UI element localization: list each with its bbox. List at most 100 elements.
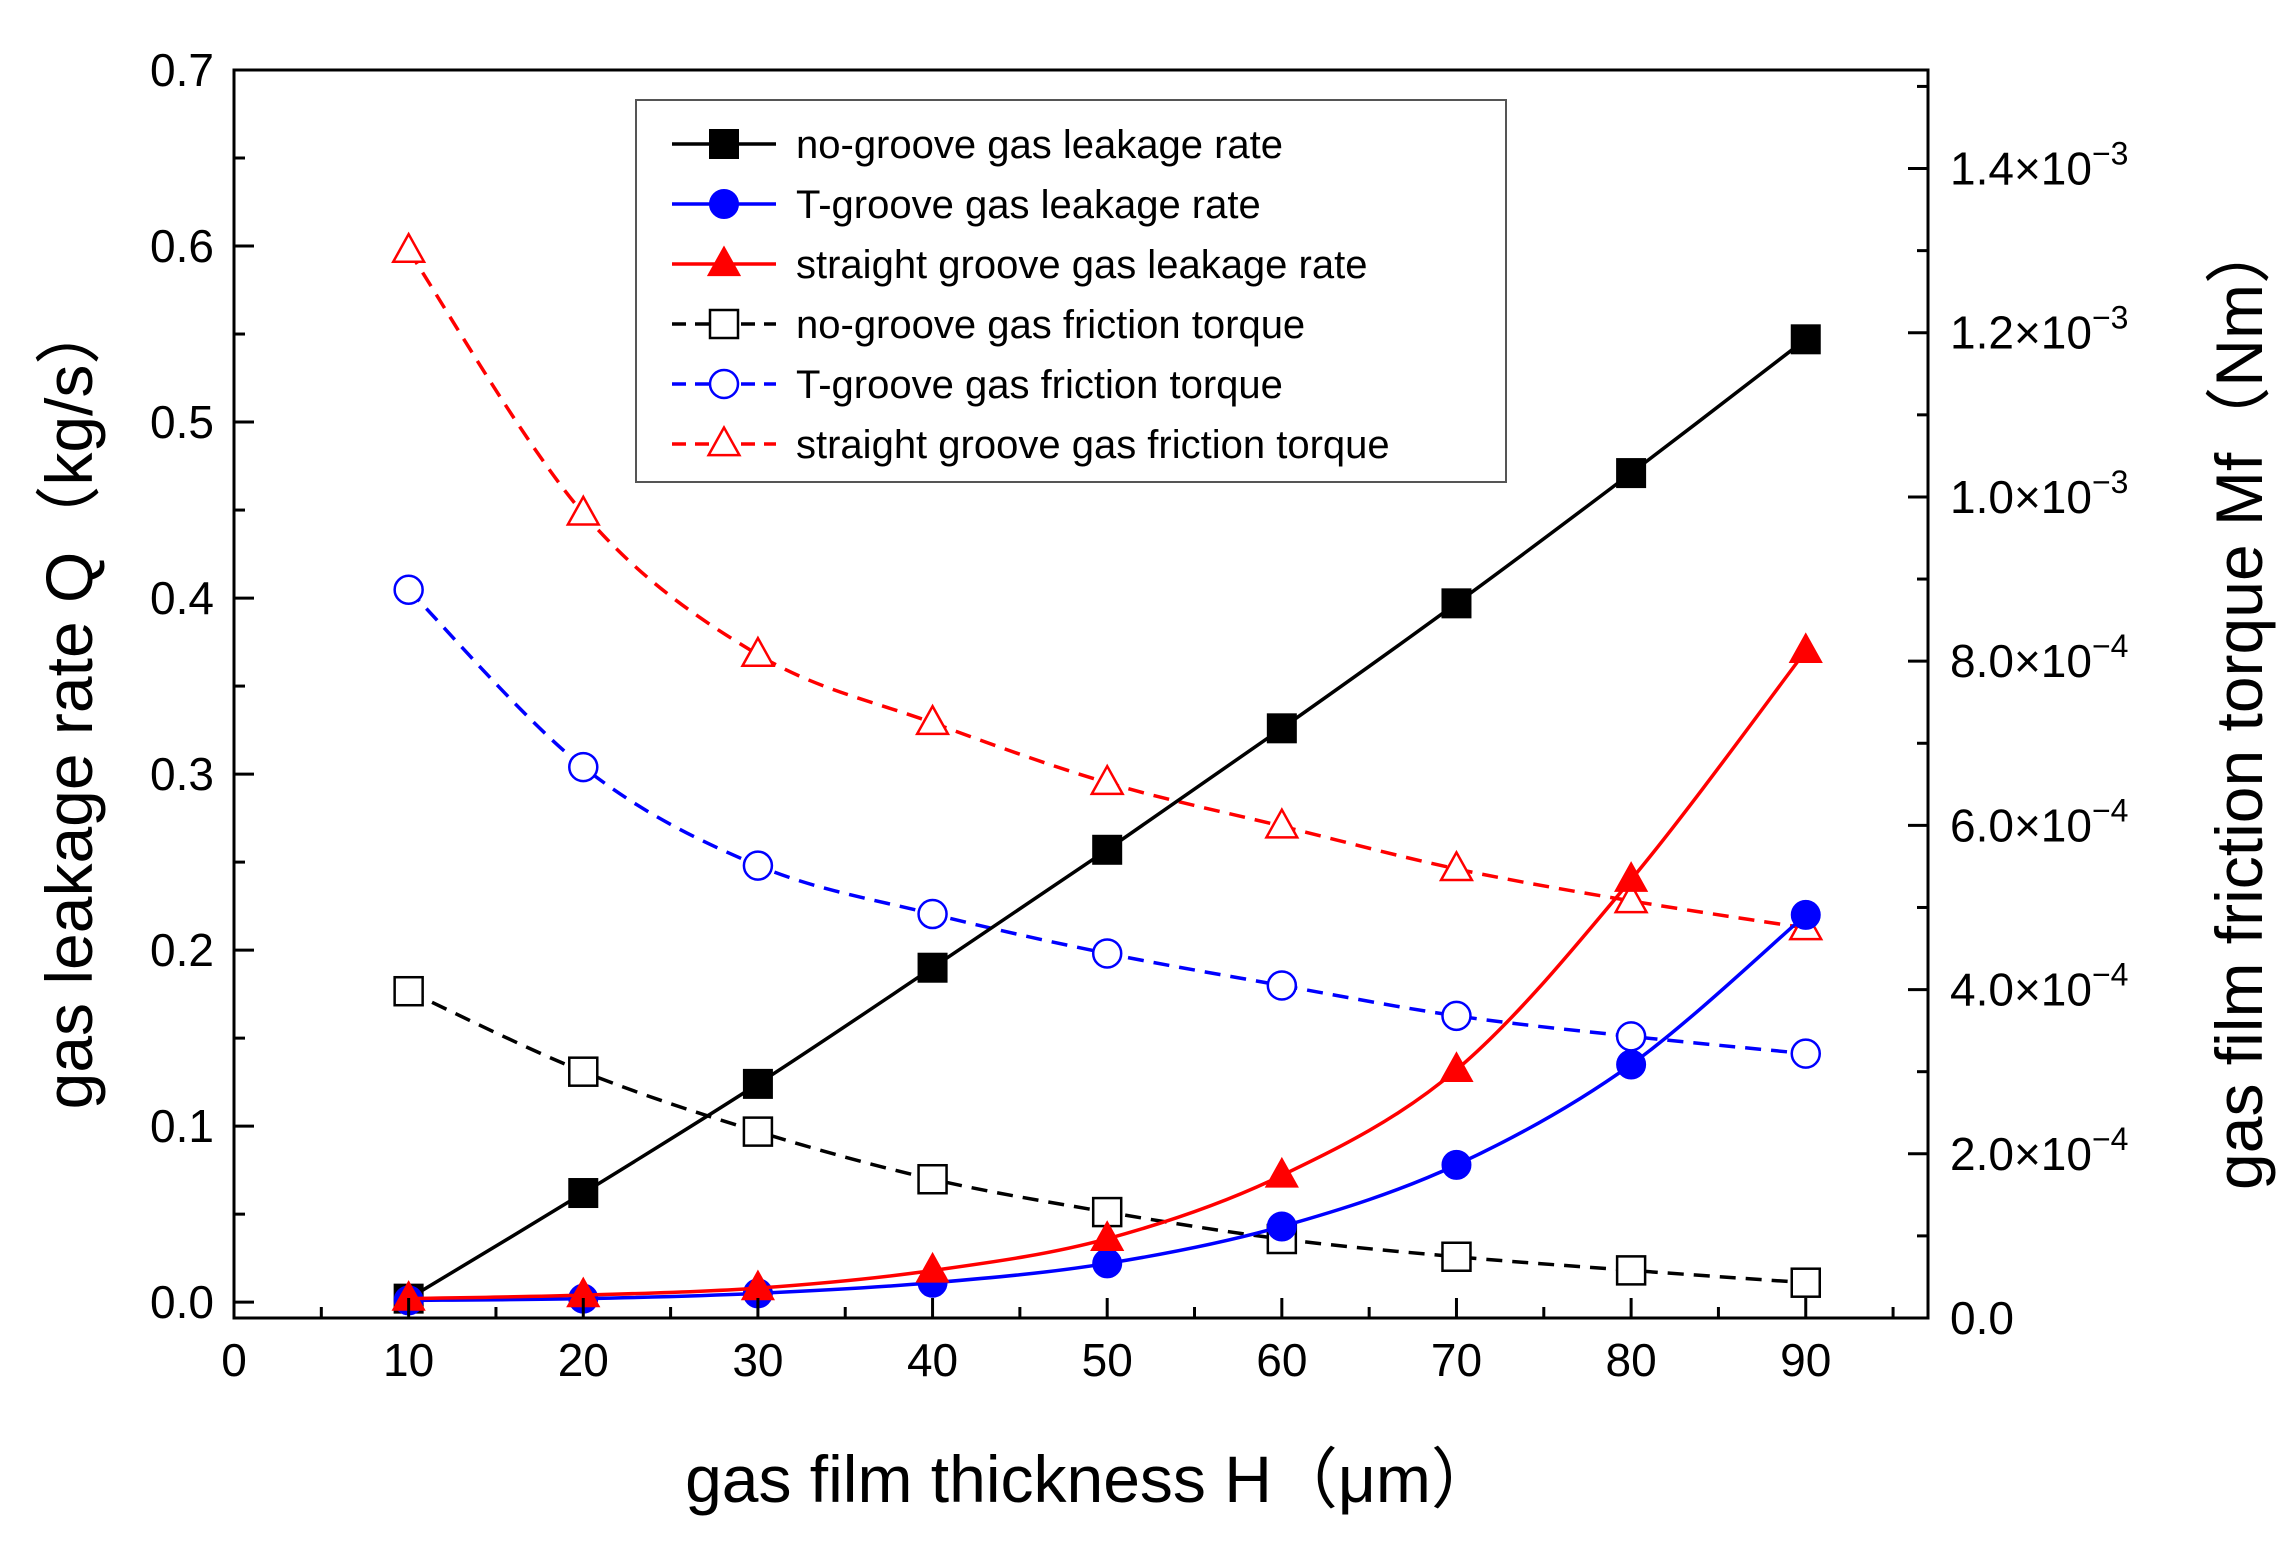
data-point bbox=[1790, 899, 1821, 930]
x-axis-title: gas film thickness H（μm） bbox=[685, 1442, 1497, 1516]
series-layer bbox=[391, 231, 1824, 1316]
x-tick-label: 10 bbox=[383, 1334, 434, 1386]
data-point bbox=[1616, 458, 1647, 489]
ticks: 0 10 20 30 40 50 60 70 80 90 0.0 0.1 0.2 0.3 0.4 0.5 0.6… bbox=[150, 44, 2128, 1386]
y-tick-label: 0.5 bbox=[150, 396, 214, 448]
data-point bbox=[1788, 632, 1823, 664]
legend-marker bbox=[706, 245, 742, 277]
legend-marker bbox=[708, 368, 740, 400]
data-point bbox=[1616, 1049, 1647, 1080]
legend-label: straight groove gas leakage rate bbox=[796, 243, 1367, 287]
plot-frame bbox=[232, 68, 1930, 1320]
y-tick-label: 0.3 bbox=[150, 748, 214, 800]
series-line bbox=[408, 649, 1808, 1301]
data-point bbox=[1615, 1255, 1647, 1286]
y-tick-label: 0.4 bbox=[150, 572, 214, 624]
legend-item: no-groove gas friction torque bbox=[672, 303, 1305, 347]
data-point bbox=[568, 1178, 599, 1209]
data-point bbox=[742, 850, 774, 881]
x-tick-label: 80 bbox=[1606, 1334, 1657, 1386]
legend-box bbox=[635, 99, 1507, 483]
data-point bbox=[1264, 807, 1300, 839]
x-tick-label: 50 bbox=[1082, 1334, 1133, 1386]
y-tick-label: 0.7 bbox=[150, 44, 214, 96]
data-point bbox=[1790, 1267, 1822, 1298]
y2-tick-label: 2.0×10−4 bbox=[1950, 1121, 2128, 1180]
x-tick-label: 20 bbox=[558, 1334, 609, 1386]
legend-item: straight groove gas leakage rate bbox=[672, 243, 1367, 287]
data-point bbox=[1441, 1241, 1472, 1272]
data-point bbox=[1790, 324, 1821, 355]
legend-marker bbox=[706, 424, 742, 457]
data-point bbox=[917, 952, 948, 983]
data-point bbox=[1441, 588, 1472, 619]
data-point bbox=[1264, 1156, 1299, 1188]
legend-items: no-groove gas leakage rate T-groove gas l… bbox=[672, 123, 1390, 467]
legend: no-groove gas leakage rate T-groove gas l… bbox=[635, 99, 1507, 483]
data-point bbox=[1266, 1211, 1297, 1242]
data-point bbox=[1089, 763, 1125, 796]
data-point bbox=[1438, 849, 1475, 882]
data-point bbox=[742, 1116, 774, 1147]
data-point bbox=[1790, 1038, 1822, 1069]
x-tick-label: 70 bbox=[1431, 1334, 1482, 1386]
data-point bbox=[917, 898, 948, 930]
data-point bbox=[1439, 1051, 1474, 1082]
series-6 bbox=[391, 231, 1824, 941]
data-point bbox=[391, 231, 427, 264]
y2-tick-label: 1.4×10−3 bbox=[1950, 136, 2128, 195]
series-line bbox=[407, 249, 1807, 930]
data-point bbox=[1266, 713, 1297, 744]
x-tick-label: 0 bbox=[221, 1334, 247, 1386]
data-point bbox=[1613, 881, 1649, 914]
data-point bbox=[568, 751, 599, 783]
data-point bbox=[917, 1163, 948, 1195]
legend-marker bbox=[709, 129, 739, 159]
data-point bbox=[1091, 938, 1123, 969]
y2-tick-label: 0.0 bbox=[1950, 1292, 2014, 1344]
y-tick-label: 0.0 bbox=[150, 1276, 214, 1328]
data-point bbox=[740, 635, 776, 668]
data-point bbox=[565, 494, 601, 526]
series-1 bbox=[393, 324, 1821, 1314]
data-point bbox=[393, 574, 424, 605]
y2-tick-label: 4.0×10−4 bbox=[1950, 957, 2128, 1016]
legend-label: no-groove gas friction torque bbox=[796, 303, 1305, 347]
y-axis-left-title: gas leakage rate Q（kg/s） bbox=[32, 299, 106, 1110]
data-point bbox=[1092, 834, 1123, 865]
data-point bbox=[915, 703, 951, 736]
data-point bbox=[1441, 1000, 1472, 1032]
data-point bbox=[393, 975, 424, 1007]
x-tick-label: 40 bbox=[907, 1334, 958, 1386]
y2-tick-label: 8.0×10−4 bbox=[1950, 628, 2128, 687]
legend-label: T-groove gas leakage rate bbox=[796, 183, 1261, 227]
data-point bbox=[568, 1056, 599, 1087]
y2-tick-label: 1.2×10−3 bbox=[1950, 300, 2128, 359]
legend-marker bbox=[709, 189, 739, 219]
y-tick-label: 0.2 bbox=[150, 924, 214, 976]
y-axis-right-title: gas film friction torque Mf（Nm） bbox=[2202, 218, 2276, 1190]
data-point bbox=[1615, 1021, 1647, 1052]
y-tick-label: 0.6 bbox=[150, 220, 214, 272]
x-tick-label: 30 bbox=[732, 1334, 783, 1386]
y-tick-label: 0.1 bbox=[150, 1100, 214, 1152]
x-tick-label: 60 bbox=[1256, 1334, 1307, 1386]
data-point bbox=[1614, 861, 1649, 892]
data-point bbox=[1441, 1149, 1472, 1180]
legend-marker bbox=[708, 308, 740, 340]
axes bbox=[232, 68, 1930, 1320]
legend-label: no-groove gas leakage rate bbox=[796, 123, 1283, 167]
y2-tick-label: 6.0×10−4 bbox=[1950, 792, 2128, 851]
legend-label: T-groove gas friction torque bbox=[796, 363, 1283, 407]
data-point bbox=[915, 1251, 950, 1283]
data-point bbox=[1092, 1248, 1123, 1279]
data-point bbox=[742, 1068, 773, 1099]
series-5 bbox=[393, 574, 1822, 1069]
data-point bbox=[1266, 970, 1298, 1001]
data-point bbox=[1090, 1220, 1125, 1251]
legend-label: straight groove gas friction torque bbox=[796, 423, 1390, 467]
legend-item: straight groove gas friction torque bbox=[672, 423, 1390, 467]
series-line bbox=[407, 588, 1806, 1056]
y2-tick-label: 1.0×10−3 bbox=[1950, 464, 2128, 523]
